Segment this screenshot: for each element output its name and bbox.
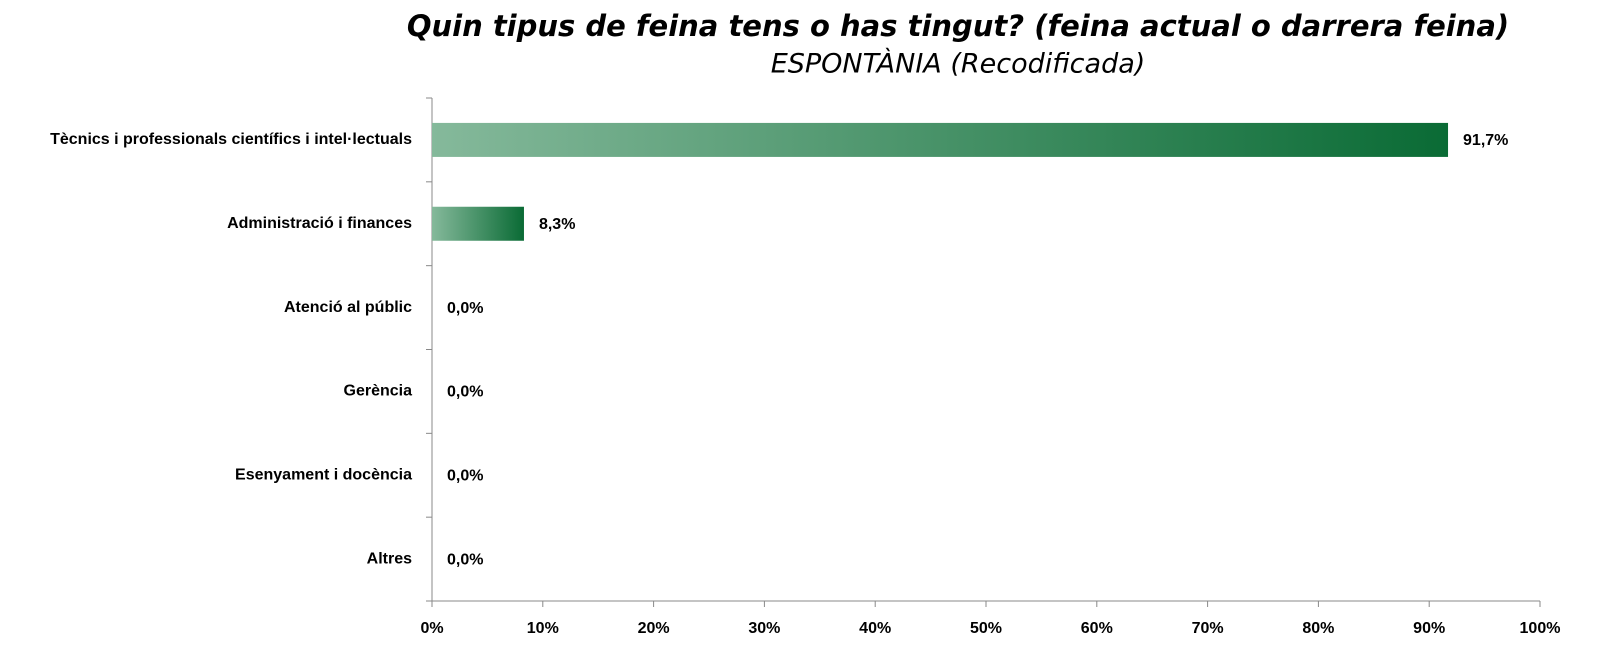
- x-tick-label: 60%: [1081, 620, 1113, 637]
- chart-subtitle: ESPONTÀNIA (Recodificada): [771, 48, 1146, 80]
- x-tick-label: 100%: [1520, 620, 1561, 637]
- x-tick-label: 90%: [1413, 620, 1445, 637]
- y-tick-label: Esenyament i docència: [235, 466, 412, 483]
- y-tick-label: Administració i finances: [227, 215, 412, 232]
- y-tick-label: Gerència: [344, 383, 413, 400]
- x-tick-label: 70%: [1192, 620, 1224, 637]
- x-tick-label: 50%: [970, 620, 1002, 637]
- value-label: 0,0%: [447, 551, 483, 568]
- y-tick-label: Tècnics i professionals científics i int…: [50, 131, 412, 148]
- value-label: 0,0%: [447, 467, 483, 484]
- value-label: 0,0%: [447, 384, 483, 401]
- bar: [432, 206, 524, 241]
- value-label: 91,7%: [1463, 132, 1508, 149]
- value-label: 0,0%: [447, 300, 483, 317]
- x-tick-label: 0%: [420, 620, 443, 637]
- x-tick-label: 10%: [527, 620, 559, 637]
- chart-title: Quin tipus de feina tens o has tingut? (…: [407, 9, 1509, 43]
- x-tick-label: 80%: [1302, 620, 1334, 637]
- bar: [432, 122, 1449, 157]
- x-tick-label: 40%: [859, 620, 891, 637]
- value-label: 8,3%: [539, 216, 575, 233]
- x-tick-label: 30%: [748, 620, 780, 637]
- x-tick-label: 20%: [638, 620, 670, 637]
- y-tick-label: Atenció al públic: [284, 299, 412, 316]
- y-tick-label: Altres: [367, 550, 412, 567]
